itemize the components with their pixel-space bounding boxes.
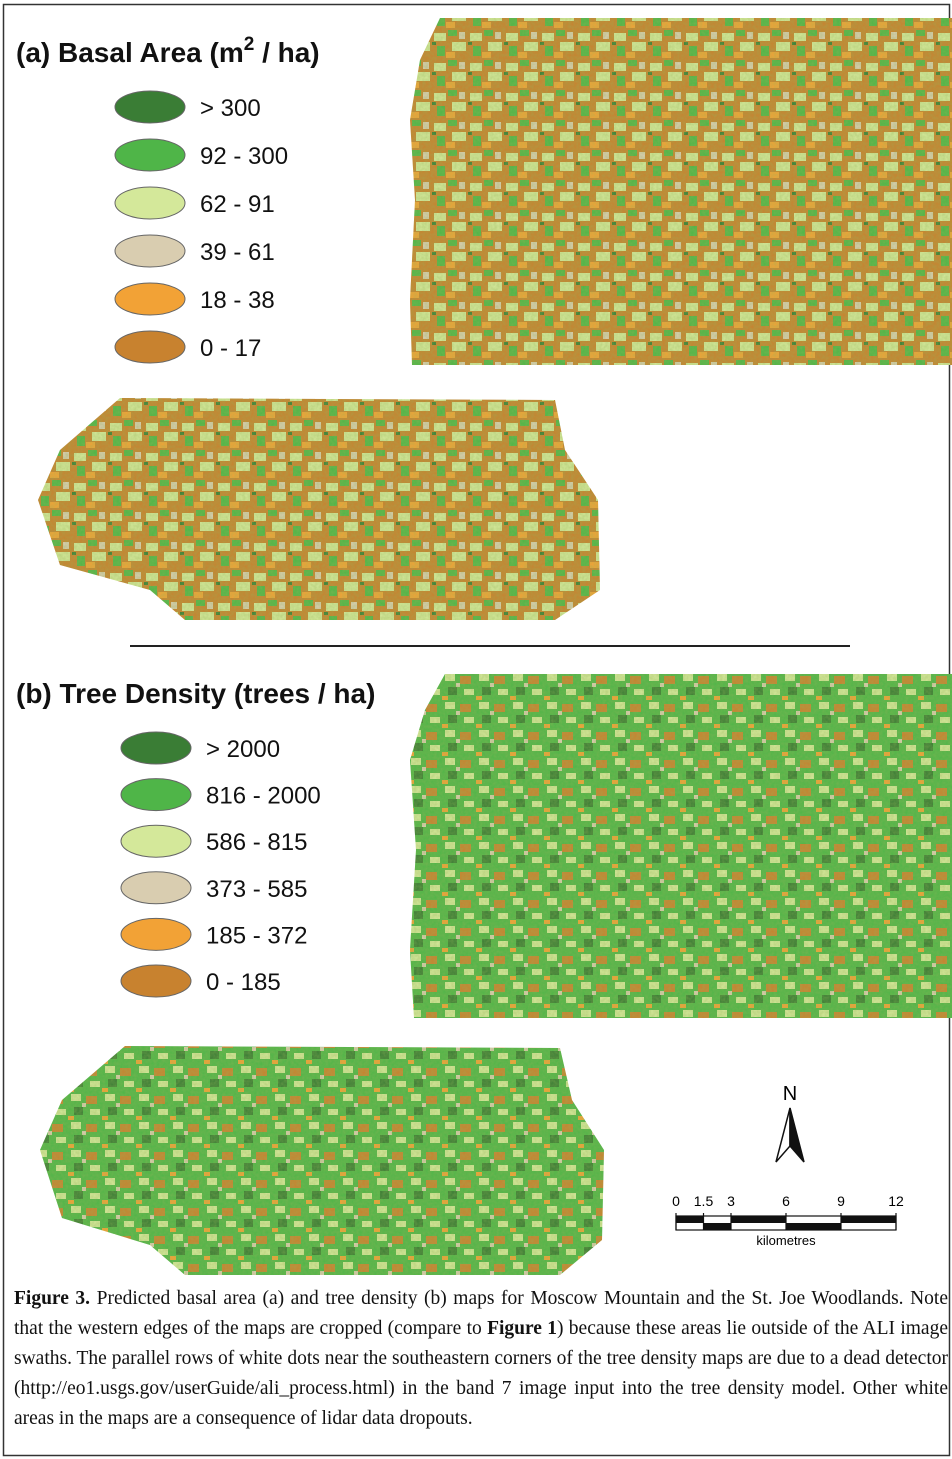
legend-label: 92 - 300 — [200, 143, 288, 170]
legend-swatch — [115, 139, 185, 171]
scale-unit: kilometres — [756, 1233, 816, 1248]
legend-label: > 2000 — [206, 736, 280, 763]
legend-swatch — [115, 235, 185, 267]
legend-swatch — [121, 732, 191, 764]
map — [38, 398, 600, 620]
panel-title: (a) Basal Area (m2 / ha) — [16, 34, 320, 68]
legend-label: 586 - 815 — [206, 829, 307, 856]
legend-swatch — [121, 965, 191, 997]
scale-tick-label: 12 — [888, 1193, 904, 1209]
figure: (a) Basal Area (m2 / ha) (b) Tree Densit… — [0, 0, 952, 1459]
legend-label: 816 - 2000 — [206, 783, 321, 810]
legend-swatch — [115, 283, 185, 315]
map — [410, 18, 952, 365]
title-text: (a) Basal Area (m — [16, 37, 244, 68]
scale-segment — [786, 1223, 841, 1230]
legend-swatch — [121, 779, 191, 811]
north-arrow — [790, 1108, 804, 1162]
scale-tick-label: 0 — [672, 1193, 680, 1209]
scale-tick-label: 3 — [727, 1193, 735, 1209]
scale-bar: 0 1.5 3 6 9 12 — [672, 1193, 904, 1230]
caption-text: Figure 3. — [14, 1288, 90, 1309]
panel-title: (b) Tree Density (trees / ha) — [16, 678, 375, 709]
legend-swatch — [121, 918, 191, 950]
legend-swatch — [121, 825, 191, 857]
legend-swatch — [115, 187, 185, 219]
legend-swatch — [121, 872, 191, 904]
caption: Figure 3. Predicted basal area (a) and t… — [14, 1284, 948, 1434]
legend-label: 0 - 185 — [206, 969, 281, 996]
page: (a) Basal Area (m2 / ha) (b) Tree Densit… — [0, 0, 952, 1459]
scale-segment — [841, 1216, 896, 1223]
scale-segment — [676, 1216, 704, 1223]
legend-swatch — [115, 91, 185, 123]
map — [410, 674, 952, 1018]
legend-swatch — [115, 331, 185, 363]
legend-label: 18 - 38 — [200, 287, 275, 314]
legend-label: 185 - 372 — [206, 922, 307, 949]
north-label: N — [783, 1083, 797, 1105]
title-superscript: 2 — [244, 34, 255, 55]
legend-label: > 300 — [200, 95, 261, 122]
legend-label: 62 - 91 — [200, 191, 275, 218]
legend-label: 373 - 585 — [206, 876, 307, 903]
legend-label: 0 - 17 — [200, 335, 261, 362]
scale-segment — [704, 1223, 732, 1230]
scale-tick-label: 6 — [782, 1193, 790, 1209]
title-text: / ha) — [254, 37, 319, 68]
caption-text: Figure 1 — [487, 1318, 557, 1339]
scale-segment — [731, 1216, 786, 1223]
legend-label: 39 - 61 — [200, 239, 275, 266]
scale-tick-label: 1.5 — [694, 1193, 714, 1209]
north-arrow — [776, 1108, 790, 1162]
map — [40, 1046, 604, 1275]
scale-tick-label: 9 — [837, 1193, 845, 1209]
